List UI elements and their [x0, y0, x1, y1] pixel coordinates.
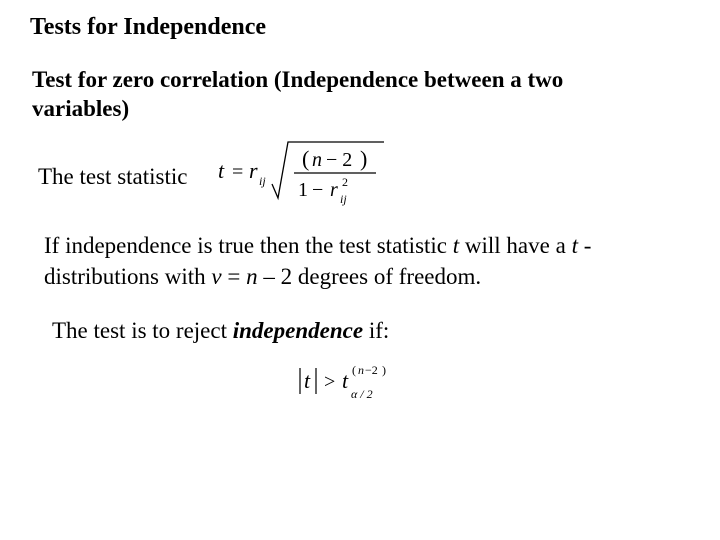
p1-eq: =: [222, 264, 246, 289]
p2-independence: independence: [233, 318, 363, 343]
f1-eq: =: [232, 161, 243, 183]
test-statistic-label: The test statistic: [38, 164, 187, 190]
f2-gt: >: [324, 371, 335, 393]
f2-tsym: t: [342, 368, 349, 393]
f1-one: 1: [298, 179, 308, 201]
p1-line2-post: – 2 degrees of freedom.: [258, 264, 482, 289]
formula-test-statistic: t = r ij ( n − 2 ) 1 − r 2 ij: [216, 134, 386, 208]
f1-paren-close: ): [360, 146, 367, 171]
p1-nu: ν: [211, 264, 221, 289]
f2-sup-m2: −2: [365, 363, 378, 377]
p2-post: if:: [363, 318, 389, 343]
formula-rejection: t > t α / 2 ( n −2 ): [294, 360, 424, 404]
f1-minus2: − 2: [326, 149, 352, 171]
f1-sq: 2: [342, 175, 348, 189]
p1-pre: If independence is true then the test st…: [44, 233, 453, 258]
p1-mid1: will have a: [459, 233, 571, 258]
p2-pre: The test is to reject: [52, 318, 233, 343]
p1-dash: -: [578, 233, 591, 258]
f2-sup-n: n: [358, 363, 364, 377]
subtitle: Test for zero correlation (Independence …: [32, 66, 672, 124]
f1-ij2: ij: [340, 192, 347, 206]
f2-sup-close: ): [382, 363, 386, 377]
p1-n: n: [246, 264, 258, 289]
paragraph-reject: The test is to reject independence if:: [52, 318, 389, 344]
f1-n: n: [312, 149, 322, 171]
f1-r2: r: [330, 179, 338, 201]
f1-paren-open: (: [302, 146, 309, 171]
f1-ij1: ij: [259, 174, 266, 188]
f1-r: r: [249, 158, 258, 183]
f2-sup-open: (: [352, 363, 356, 377]
f1-minus: −: [312, 179, 323, 201]
f2-t: t: [304, 368, 311, 393]
subtitle-line1: Test for zero correlation (Independence …: [32, 67, 563, 92]
f1-t: t: [218, 158, 225, 183]
p1-line2-pre: distributions with: [44, 264, 211, 289]
subtitle-line2: variables): [32, 96, 129, 121]
paragraph-independence: If independence is true then the test st…: [44, 230, 684, 292]
page-title: Tests for Independence: [30, 14, 266, 41]
f2-alpha2: α / 2: [351, 387, 373, 401]
